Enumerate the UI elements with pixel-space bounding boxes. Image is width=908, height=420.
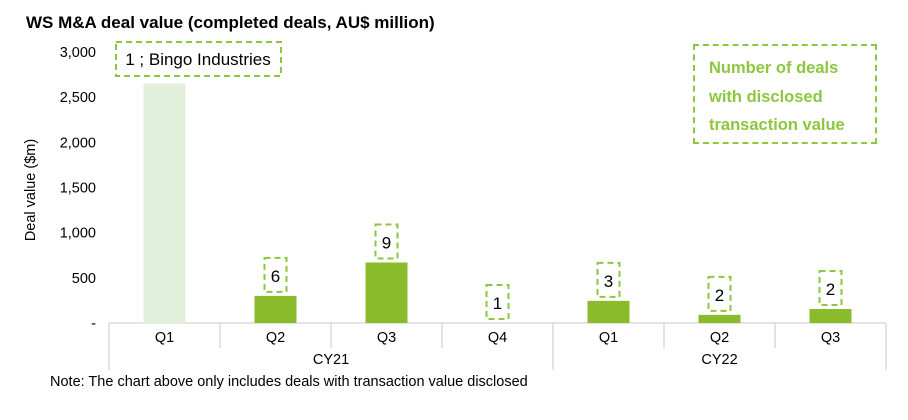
x-tick-label: Q3 bbox=[377, 330, 396, 346]
deal-count-box bbox=[115, 41, 282, 77]
deal-count-label: 1 ; Bingo Industries bbox=[125, 50, 271, 69]
x-tick-label: Q3 bbox=[821, 330, 840, 346]
x-tick-label: Q2 bbox=[266, 330, 285, 346]
x-group-label: CY22 bbox=[701, 352, 737, 368]
x-group-label: CY21 bbox=[313, 352, 349, 368]
y-tick-label: 2,000 bbox=[60, 135, 96, 151]
chart-title: WS M&A deal value (completed deals, AU$ … bbox=[26, 13, 435, 32]
y-tick-label: 1,500 bbox=[60, 181, 96, 197]
deal-count-label: 3 bbox=[604, 272, 613, 291]
deal-count-label: 2 bbox=[715, 286, 724, 305]
bar bbox=[365, 262, 408, 323]
x-tick-label: Q1 bbox=[155, 330, 174, 346]
deal-count-box bbox=[596, 261, 621, 298]
x-tick-label: Q2 bbox=[710, 330, 729, 346]
chart-note: Note: The chart above only includes deal… bbox=[50, 374, 528, 390]
y-axis-label: Deal value ($m) bbox=[23, 139, 39, 241]
y-tick-label: 1,000 bbox=[60, 226, 96, 242]
y-tick-label: - bbox=[91, 316, 96, 332]
bar bbox=[143, 83, 186, 323]
x-tick-label: Q1 bbox=[599, 330, 618, 346]
deal-count-label: 9 bbox=[382, 233, 391, 252]
y-tick-label: 500 bbox=[72, 271, 96, 287]
deal-count-label: 1 bbox=[493, 294, 502, 313]
deal-count-box bbox=[818, 269, 843, 306]
legend-deal-count: Number of deals with disclosed transacti… bbox=[693, 44, 877, 144]
deal-count-box bbox=[485, 284, 510, 320]
deal-count-box bbox=[707, 275, 732, 312]
deal-count-label: 6 bbox=[271, 267, 280, 286]
bar bbox=[587, 300, 630, 323]
bar bbox=[254, 295, 297, 323]
deal-count-label: 2 bbox=[826, 280, 835, 299]
bar bbox=[809, 308, 852, 323]
x-tick-label: Q4 bbox=[488, 330, 507, 346]
y-tick-label: 3,000 bbox=[60, 45, 96, 61]
deal-count-box bbox=[263, 256, 288, 293]
y-tick-label: 2,500 bbox=[60, 90, 96, 106]
deal-count-box bbox=[374, 223, 399, 260]
bar bbox=[698, 314, 741, 323]
